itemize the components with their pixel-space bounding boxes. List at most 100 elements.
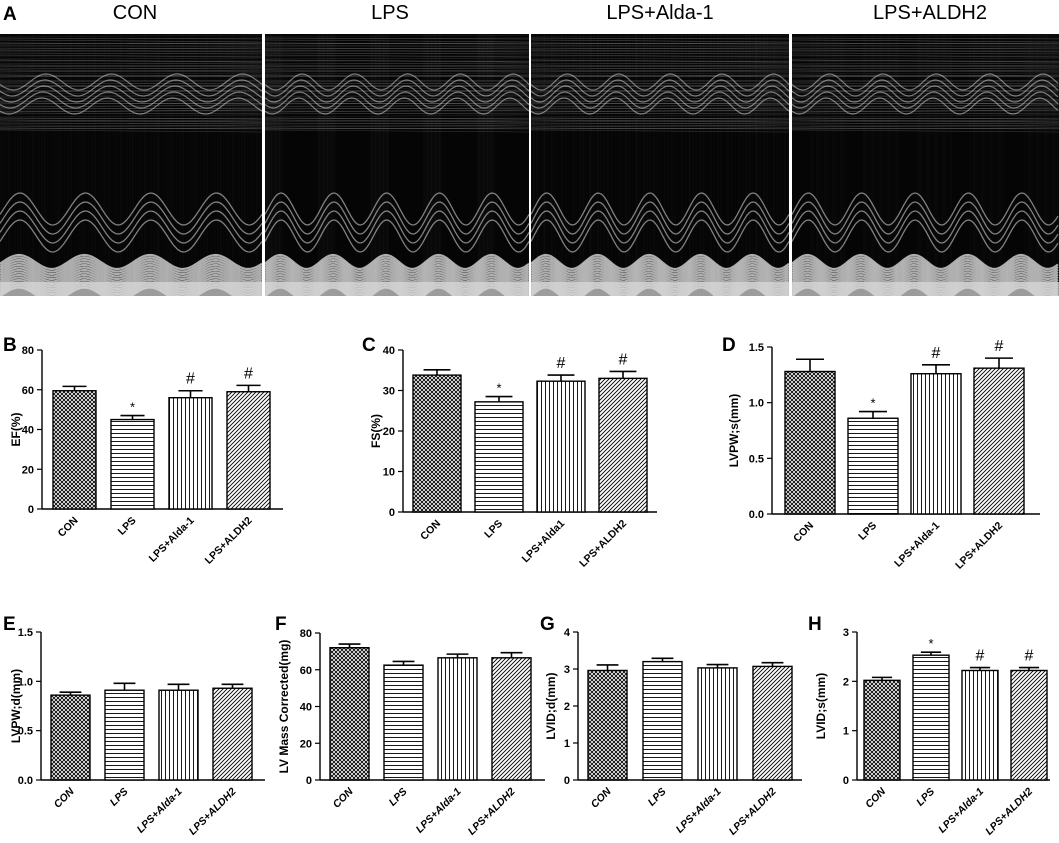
bar-con (50, 694, 91, 781)
bar-lps-aldh2 (491, 657, 532, 781)
y-tick-label: 20 (22, 464, 34, 476)
y-tick-label: 0.5 (749, 453, 764, 465)
y-tick-label: 0 (843, 775, 849, 787)
y-tick-label: 0 (564, 775, 570, 787)
bar-lps-alda-1 (158, 689, 199, 781)
panel-letter-a: A (3, 4, 17, 25)
x-tick-label: LPS+Alda-1 (892, 520, 942, 570)
x-tick-label: LPS (387, 786, 410, 809)
x-tick-label: LPS+ALDH2 (466, 786, 518, 838)
bar-lps-aldh2 (212, 687, 253, 781)
x-tick-label: LPS+Alda-1 (135, 786, 185, 836)
y-tick-label: 1 (564, 738, 570, 750)
panel-b-chart: B 0 20 40 60 80 EF(%) CON * LPS # LPS+Alda-1 # LPS+AL… (3, 335, 283, 567)
bar-lps (104, 689, 145, 781)
significance-marker: # (186, 371, 195, 388)
y-tick-label: 2 (564, 701, 570, 713)
x-tick-label: LPS (116, 515, 139, 538)
x-tick-label: LPS+ALDH2 (577, 518, 629, 570)
y-tick-label: 20 (300, 738, 312, 750)
x-tick-label: CON (331, 785, 356, 810)
x-tick-label: CON (589, 785, 614, 810)
panel-letter: H (808, 614, 822, 635)
echo-graphic (0, 34, 263, 303)
panel-letter: F (275, 614, 287, 635)
x-tick-label: CON (56, 515, 81, 540)
y-tick-label: 0 (28, 504, 34, 516)
echo-graphic (264, 34, 530, 303)
significance-marker: # (932, 345, 941, 362)
echo-image-con (0, 34, 263, 303)
significance-marker: * (496, 381, 501, 396)
echo-image-lps-alda1 (530, 34, 790, 303)
y-tick-label: 0.0 (749, 509, 764, 521)
y-axis-label: FS(%) (369, 414, 383, 448)
bar-con (412, 374, 462, 513)
bar-lps (642, 660, 683, 781)
bar-con (329, 647, 370, 781)
significance-marker: * (130, 400, 135, 415)
significance-marker: # (619, 351, 628, 368)
echo-title-con: CON (112, 2, 158, 24)
y-axis-label: LVPW;s(mm) (727, 394, 741, 468)
x-tick-label: LPS (856, 520, 879, 543)
echo-graphic (791, 34, 1059, 303)
panel-letter: G (540, 614, 555, 635)
x-tick-label: LPS (646, 786, 669, 809)
significance-marker: # (995, 338, 1004, 355)
echo-graphic (530, 34, 790, 303)
bar-lps (847, 417, 899, 515)
bar-lps-alda-1 (437, 657, 478, 781)
y-tick-label: 1 (843, 726, 849, 738)
panel-e-chart: E 0.0 0.5 1.0 1.5 LVPW;d(mm) CON LPS LPS+Alda-1 L… (3, 614, 265, 838)
bar-lps-aldh2 (598, 377, 648, 513)
significance-marker: # (976, 648, 985, 665)
bar-lps-alda1 (536, 380, 586, 513)
y-tick-label: 1.0 (18, 676, 33, 688)
x-tick-label: CON (791, 520, 816, 545)
y-tick-label: 20 (383, 426, 395, 438)
bar-lps-alda-1 (697, 667, 738, 781)
y-tick-label: 0.0 (18, 775, 33, 787)
x-tick-label: LPS+Alda-1 (414, 786, 464, 836)
y-tick-label: 40 (22, 425, 34, 437)
panel-letter: B (3, 335, 17, 356)
panel-letter: E (3, 614, 16, 635)
x-tick-label: LPS+Alda-1 (674, 786, 724, 836)
y-axis-label: LVID;d(mm) (544, 672, 558, 739)
y-tick-label: 1.5 (749, 342, 764, 354)
x-tick-label: CON (418, 518, 443, 543)
y-tick-label: 60 (22, 385, 34, 397)
bar-lps-aldh2 (973, 367, 1025, 515)
x-tick-label: LPS+ALDH2 (953, 520, 1005, 572)
echo-title-lps: LPS (371, 2, 409, 24)
bar-lps-alda-1 (910, 373, 962, 515)
y-tick-label: 0 (389, 507, 395, 519)
x-tick-label: CON (863, 785, 888, 810)
y-axis-label: LVPW;d(mm) (9, 669, 23, 743)
y-tick-label: 30 (383, 386, 395, 398)
bar-lps-aldh2 (1010, 669, 1048, 781)
panel-h-chart: H 0 1 2 3 LVID;s(mm) CON * LPS # LPS+Alda-1 # LPS+AL… (808, 614, 1050, 838)
panel-c-chart: C 0 10 20 30 40 FS(%) CON * LPS # LPS+Alda1 # LPS+ALD… (362, 335, 657, 570)
echo-image-lps (264, 34, 530, 303)
bar-con (587, 669, 628, 781)
bar-lps-aldh2 (226, 391, 271, 510)
significance-marker: # (1025, 648, 1034, 665)
y-tick-label: 60 (300, 665, 312, 677)
y-tick-label: 1.0 (749, 398, 764, 410)
y-tick-label: 40 (300, 702, 312, 714)
bar-lps (110, 418, 155, 510)
significance-marker: # (557, 355, 566, 372)
y-axis-label: EF(%) (9, 413, 23, 447)
bar-lps-alda-1 (168, 397, 213, 510)
bar-lps (912, 654, 950, 781)
y-tick-label: 4 (564, 627, 571, 639)
significance-marker: # (244, 365, 253, 382)
x-tick-label: LPS+Alda-1 (147, 515, 197, 565)
x-tick-label: LPS (108, 786, 131, 809)
x-tick-label: LPS+Alda1 (520, 518, 568, 566)
panel-letter: C (362, 335, 376, 356)
